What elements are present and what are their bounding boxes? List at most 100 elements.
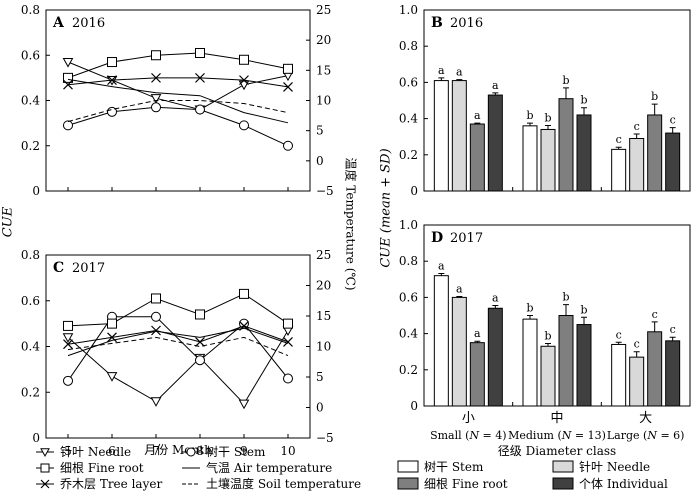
panel-a-y2tick-label: 5 — [316, 124, 324, 138]
panel-a-y2tick-label: 20 — [316, 33, 331, 47]
panel-c-xtick-label: 6 — [108, 444, 116, 458]
panel-b-ytick-label: 0.2 — [399, 148, 418, 162]
panel-d-category-cn: 小 — [462, 411, 475, 426]
panel-d-errorbar — [633, 351, 640, 358]
panel-a-series-square-point — [239, 54, 249, 65]
panel-b-letter: c — [670, 114, 676, 127]
panel-b-errorbar — [615, 146, 622, 150]
panel-c-series-circle-line — [67, 316, 289, 382]
panel-c-y2tick-label: −5 — [316, 431, 334, 445]
panel-b-ytick-label: 0.6 — [399, 75, 418, 89]
left-ylabel: CUE — [1, 206, 16, 237]
panel-d-errorbar — [669, 336, 676, 341]
panel-d-errorbar — [492, 305, 499, 309]
panel-c-series-triangle-down-point — [238, 399, 250, 410]
panel-c-series-none-line — [67, 327, 289, 357]
panel-c-series-square-point — [63, 320, 73, 331]
panel-a-series-triangle-down-line — [67, 61, 289, 111]
panel-d-errorbar — [456, 295, 463, 298]
panel-c-series-x-point — [151, 325, 161, 336]
panel-c-xtick-label: 5 — [64, 444, 72, 458]
panel-b-bar — [629, 138, 645, 192]
panel-c-frame — [45, 254, 311, 439]
panel-c-series-triangle-down-point — [106, 372, 118, 382]
panel-b-bar — [487, 94, 503, 192]
left-legend-label: 细根 Fine root — [60, 461, 144, 475]
panel-b-errorbar — [581, 107, 587, 115]
panel-b-letter: b — [562, 74, 569, 87]
panel-b-bar — [433, 80, 449, 192]
panel-c-y2tick-label: 5 — [316, 370, 324, 384]
panel-a-series-square-point — [63, 72, 73, 83]
right-legend-label: 针叶 Needle — [579, 459, 650, 474]
panel-c-series-square-line — [67, 293, 289, 327]
panel-d-errorbar — [651, 321, 658, 332]
panel-c-series-circle-point — [195, 355, 205, 366]
panel-c-y2tick-label: 0 — [316, 401, 324, 415]
right-legend-label: 个体 Individual — [579, 477, 668, 491]
panel-d-category-cn: 中 — [550, 411, 563, 426]
panel-b-ytick-label: 0.4 — [399, 112, 418, 126]
panel-b-bar — [451, 80, 467, 192]
panel-b-errorbar — [651, 103, 658, 115]
panel-d-letter: a — [438, 260, 445, 273]
panel-c-ytick-label: 0.2 — [21, 385, 40, 399]
panel-a-label: A — [52, 15, 65, 31]
left-legend-swatch-circle — [186, 447, 196, 457]
panel-d-errorbar — [563, 304, 569, 316]
panel-d-category-cn: 大 — [639, 411, 652, 426]
panel-c-y2tick-label: 10 — [316, 340, 331, 354]
panel-b-letter: c — [616, 133, 622, 146]
left-legend-swatch-x — [40, 479, 50, 489]
panel-b-letter: c — [634, 120, 640, 133]
panel-a-series-triangle-down-point — [238, 80, 250, 91]
panel-b-ytick-label: 0.8 — [399, 39, 418, 53]
panel-a-series-x-line — [67, 77, 289, 88]
panel-c-series-circle-point — [151, 311, 161, 322]
panel-c-series-x-point — [63, 339, 73, 350]
panel-c-series-square-point — [151, 293, 161, 304]
panel-c-year: 2017 — [72, 261, 105, 276]
panel-d-letter: a — [492, 292, 499, 305]
right-legend-label: 树干 Stem — [424, 459, 484, 474]
panel-d-letter: c — [616, 328, 622, 341]
panel-a-series-circle-point — [107, 106, 117, 117]
panel-a-series-square-point — [195, 47, 205, 58]
panel-c-xtick-label: 9 — [240, 444, 248, 458]
panel-d-ytick-label: 0 — [410, 399, 418, 413]
right-legend-swatch — [552, 477, 574, 490]
panel-a-y2tick-label: 0 — [316, 154, 324, 168]
panel-b-errorbar — [456, 79, 463, 81]
panel-d-ytick-label: 0.8 — [399, 254, 418, 268]
panel-d-letter: b — [526, 302, 533, 315]
panel-a-series-triangle-down-point — [150, 94, 162, 104]
panel-c-series-x-line — [67, 325, 289, 345]
panel-d-errorbar — [615, 341, 622, 345]
panel-c-series-square-point — [107, 318, 117, 329]
panel-d-category-en: Large (N = 6) — [607, 429, 685, 442]
panel-a-ytick-label: 0.6 — [21, 48, 40, 62]
panel-b-letter: b — [651, 90, 658, 103]
panel-b-bar — [558, 98, 574, 192]
panel-d-errorbar — [581, 316, 587, 325]
panel-a-year: 2016 — [72, 16, 105, 31]
left-legend-label: 树干 Stem — [206, 444, 266, 459]
panel-c-ytick-label: 0 — [32, 431, 40, 445]
right-legend-label: 细根 Fine root — [424, 477, 508, 491]
panel-b-letter: a — [492, 79, 499, 92]
panel-d-bar — [540, 345, 556, 407]
panel-a-series-circle-line — [67, 106, 289, 147]
panel-d-letter: c — [634, 338, 640, 351]
panel-d-letter: c — [652, 308, 658, 321]
panel-c-xtick-label: 10 — [280, 444, 295, 458]
right-panels-ylabel: CUE (mean + SD) — [379, 148, 394, 267]
right-ylabel-temperature: 温度 Temperature (℃) — [344, 157, 359, 290]
panel-b-letter: a — [438, 64, 445, 77]
panel-d-ytick-label: 1.0 — [399, 218, 418, 232]
panel-a-series-x-point — [195, 72, 205, 83]
panel-a-ytick-label: 0.8 — [21, 3, 40, 17]
panel-a-y2tick-label: 25 — [316, 3, 331, 17]
panel-c-series-circle-point — [283, 373, 293, 384]
panel-a-series-x-point — [239, 75, 249, 86]
panel-b-errorbar — [474, 122, 481, 125]
